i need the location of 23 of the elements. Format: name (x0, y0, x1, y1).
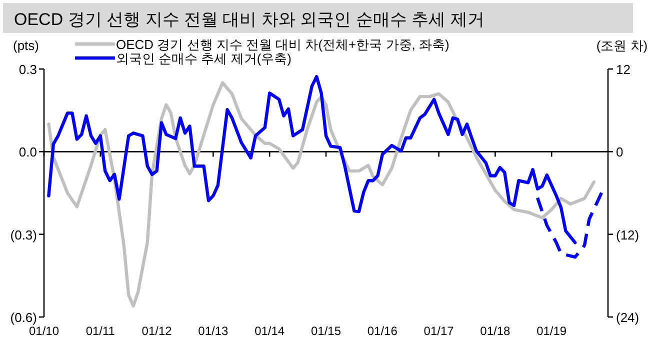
y2-tick-label: (24) (616, 310, 640, 325)
legend-label: OECD 경기 선행 지수 전월 대비 차(전체+한국 가중, 좌축) (116, 37, 450, 52)
y2-axis-title: (조원 차) (596, 38, 648, 53)
x-tick-label: 01/10 (28, 324, 60, 338)
y-tick-label: (0.6) (10, 310, 37, 325)
y-axis-title: (pts) (13, 38, 39, 53)
x-tick-label: 01/11 (86, 324, 116, 338)
y-tick-label: 0.0 (18, 144, 37, 160)
x-tick-label: 01/18 (480, 324, 511, 338)
x-tick-label: 01/17 (424, 324, 454, 338)
legend-label: 외국인 순매수 추세 제거(우축) (116, 51, 292, 66)
y2-tick-label: 12 (616, 62, 630, 77)
y-tick-label: 0.3 (18, 62, 37, 77)
x-tick-label: 01/12 (142, 324, 172, 338)
y2-tick-label: (12) (616, 227, 640, 242)
x-tick-label: 01/13 (198, 324, 229, 338)
y-tick-label: (0.3) (10, 227, 37, 242)
x-tick-label: 01/14 (254, 324, 285, 338)
chart-title: OECD 경기 선행 지수 전월 대비 차와 외국인 순매수 추세 제거 (14, 10, 484, 29)
x-tick-label: 01/16 (367, 324, 398, 338)
x-tick-label: 01/19 (536, 324, 567, 338)
y2-tick-label: 0 (616, 144, 624, 160)
x-tick-label: 01/15 (310, 324, 342, 338)
